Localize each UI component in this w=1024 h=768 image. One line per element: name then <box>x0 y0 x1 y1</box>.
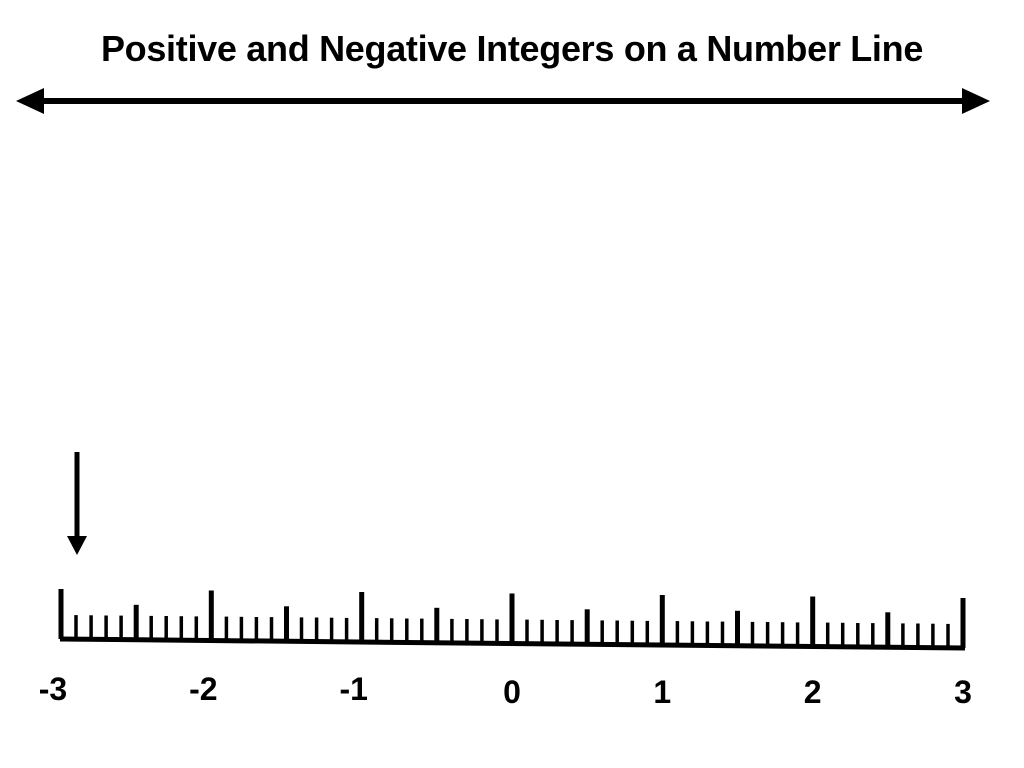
arrow-head-right <box>962 88 990 114</box>
tick-marks <box>58 589 966 648</box>
tick-label: 3 <box>954 674 972 710</box>
tick-label: -1 <box>339 671 367 707</box>
pointer-arrow <box>67 452 87 555</box>
tick-label: -2 <box>189 671 217 707</box>
tick-labels: -3 -2 -1 0 1 2 3 <box>39 671 972 710</box>
arrow-head-left <box>16 88 44 114</box>
tick-label: 0 <box>503 674 521 710</box>
tick-label: 1 <box>653 674 671 710</box>
tick-label: -3 <box>39 671 67 707</box>
page-title: Positive and Negative Integers on a Numb… <box>100 28 924 69</box>
tick-label: 2 <box>804 674 822 710</box>
pointer-head <box>67 536 87 555</box>
double-headed-arrow <box>16 88 990 114</box>
